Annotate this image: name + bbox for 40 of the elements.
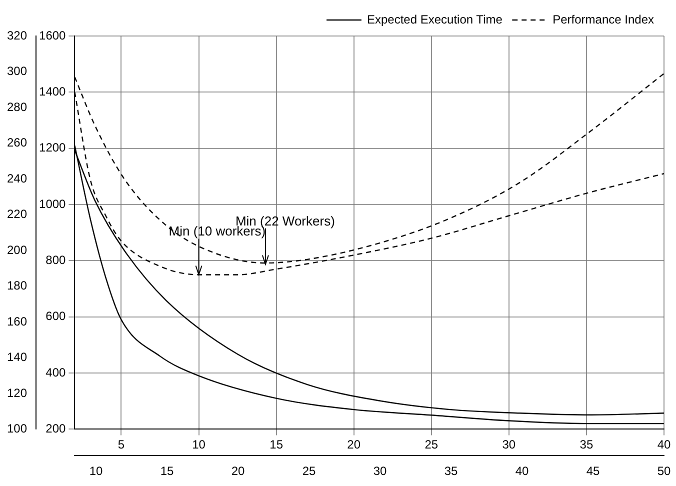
- y-tick-label: 600: [46, 309, 66, 324]
- y2-tick-label: 140: [6, 350, 28, 364]
- y2-tick-label: 220: [6, 207, 28, 222]
- y-tick-label: 800: [46, 253, 66, 267]
- x-tick-label: 30: [502, 438, 516, 452]
- x-tick-label: 20: [347, 438, 361, 452]
- x2-tick-label: 25: [302, 464, 316, 478]
- y2-tick-label: 200: [6, 242, 28, 257]
- y2-tick-label: 180: [6, 278, 28, 293]
- y2-tick-label: 120: [6, 386, 28, 400]
- x2-tick-label: 35: [444, 464, 458, 478]
- x-tick-label: 10: [192, 438, 206, 452]
- y2-tick-label: 280: [6, 100, 28, 114]
- x-tick-label: 35: [580, 438, 594, 452]
- x2-tick-label: 15: [160, 464, 174, 478]
- y-tick-label: 1200: [39, 140, 66, 155]
- annotation: Min (22 Workers): [235, 213, 335, 228]
- y2-tick-label: 300: [6, 64, 28, 78]
- y-tick-label: 1000: [39, 196, 66, 211]
- y2-tick-label: 320: [6, 28, 28, 42]
- x-tick-label: 5: [118, 438, 125, 452]
- x-tick-label: 25: [424, 438, 438, 452]
- legend-label: Performance Index: [552, 12, 654, 26]
- y-tick-label: 200: [46, 422, 66, 436]
- x2-tick-label: 50: [657, 464, 671, 478]
- y2-tick-label: 240: [6, 171, 28, 186]
- y2-tick-label: 260: [6, 136, 28, 150]
- x-tick-label: 15: [270, 438, 284, 452]
- y2-tick-label: 100: [6, 422, 28, 436]
- y-tick-label: 400: [46, 365, 66, 380]
- legend-label: Expected Execution Time: [366, 12, 503, 26]
- x2-tick-label: 45: [586, 464, 600, 478]
- y2-tick-label: 160: [6, 314, 28, 328]
- x2-tick-label: 20: [231, 464, 246, 478]
- x2-tick-label: 40: [515, 464, 529, 478]
- y-tick-label: 1600: [39, 28, 66, 42]
- x2-tick-label: 30: [373, 464, 387, 478]
- x-tick-label: 40: [657, 438, 671, 452]
- y-tick-label: 1400: [39, 84, 66, 98]
- x2-tick-label: 10: [89, 464, 104, 478]
